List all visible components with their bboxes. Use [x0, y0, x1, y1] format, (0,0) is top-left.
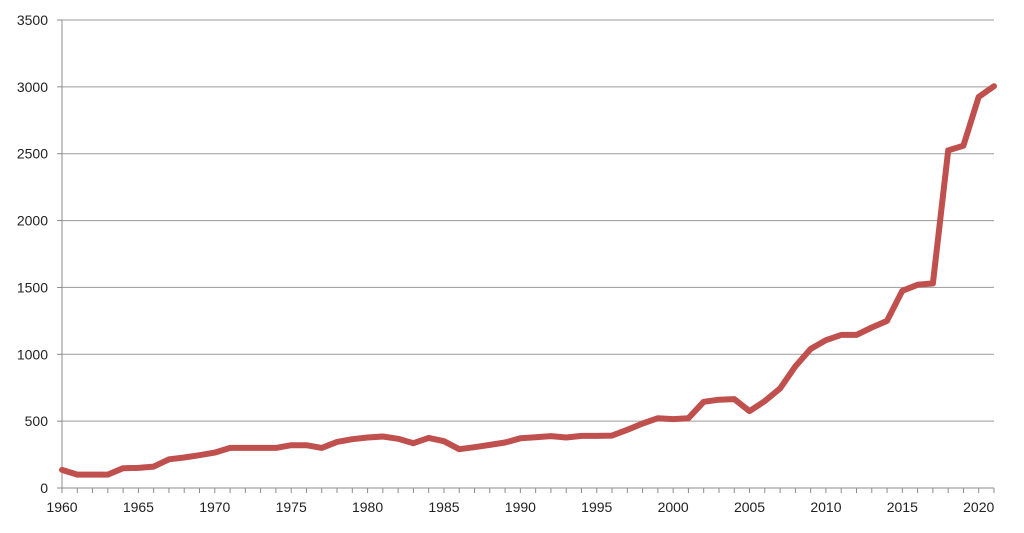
y-tick-labels: 0 500 1000 1500 2000 2500 3000 3500	[17, 12, 48, 496]
series-layer	[59, 83, 997, 478]
y-tick-label: 1500	[17, 279, 48, 295]
x-tick-label: 2005	[734, 499, 765, 515]
gridlines	[62, 19, 994, 422]
x-tick-label: 1960	[46, 499, 77, 515]
x-tick-label: 1965	[123, 499, 154, 515]
x-tick-label: 1975	[276, 499, 307, 515]
y-tick-label: 3500	[17, 12, 48, 28]
x-tick-label: 2010	[810, 499, 841, 515]
x-tick-label: 1980	[352, 499, 383, 515]
series-line-0	[59, 83, 997, 478]
x-tick-labels: 1960 1965 1970 1975 1980 1985 1990 1995 2000 2005…	[46, 499, 994, 515]
x-tick-label: 1995	[581, 499, 612, 515]
axes	[57, 19, 995, 493]
x-tick-label: 2020	[963, 499, 994, 515]
y-tick-label: 2000	[17, 213, 48, 229]
y-tick-label: 500	[25, 413, 49, 429]
x-tick-label: 2015	[887, 499, 918, 515]
y-tick-label: 1000	[17, 346, 48, 362]
x-tick-label: 2000	[658, 499, 689, 515]
x-tick-label: 1970	[199, 499, 230, 515]
y-tick-label: 3000	[17, 79, 48, 95]
x-tick-label: 1985	[428, 499, 459, 515]
y-tick-label: 2500	[17, 146, 48, 162]
y-tick-label: 0	[40, 480, 48, 496]
x-tick-label: 1990	[505, 499, 536, 515]
